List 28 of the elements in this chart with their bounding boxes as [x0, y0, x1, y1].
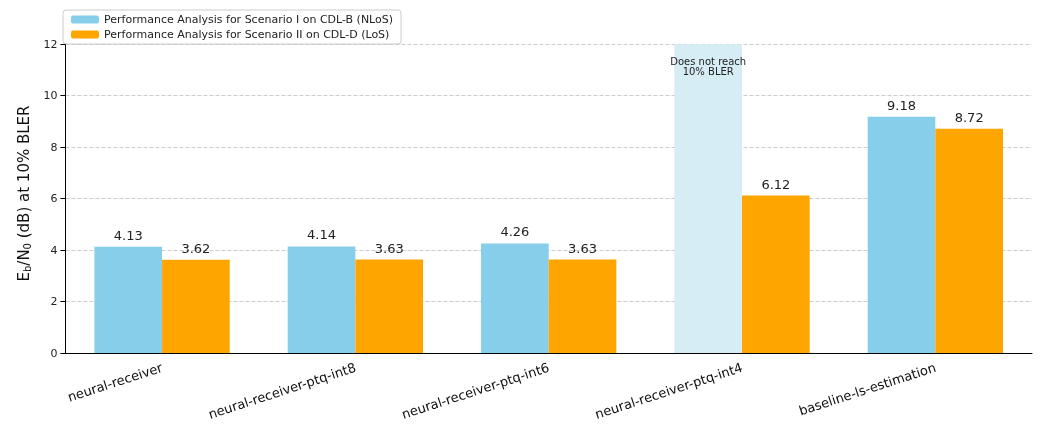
y-tick-label: 0 [50, 346, 58, 360]
bar [867, 116, 936, 353]
legend-label: Performance Analysis for Scenario II on CDL-D (LoS) [104, 28, 390, 41]
data-label: 6.12 [761, 176, 791, 192]
bar [94, 246, 163, 353]
bar [548, 259, 617, 353]
data-label: 3.63 [568, 240, 598, 256]
bar [162, 259, 230, 353]
data-label: 3.63 [374, 240, 404, 256]
y-tick-label: 2 [50, 295, 58, 309]
y-tick-label: 6 [50, 192, 58, 206]
data-label: 9.18 [887, 97, 916, 113]
bar [287, 246, 356, 353]
data-label: 8.72 [954, 109, 984, 125]
bar [935, 128, 1003, 353]
y-tick-label: 12 [43, 37, 58, 51]
bar [742, 195, 810, 353]
y-tick-label: 8 [50, 140, 58, 154]
y-tick-label: 10 [43, 89, 58, 103]
data-label: 4.14 [307, 227, 337, 243]
data-label: 4.13 [113, 227, 143, 243]
annotation: Does not reach 10% BLER [670, 55, 747, 77]
data-label: 3.62 [181, 240, 211, 256]
y-tick-label: 4 [50, 243, 58, 257]
bar [481, 243, 549, 353]
legend-label: Performance Analysis for Scenario I on CDL-B (NLoS) [104, 13, 394, 26]
data-label: 4.26 [500, 224, 530, 240]
bar [355, 259, 424, 353]
